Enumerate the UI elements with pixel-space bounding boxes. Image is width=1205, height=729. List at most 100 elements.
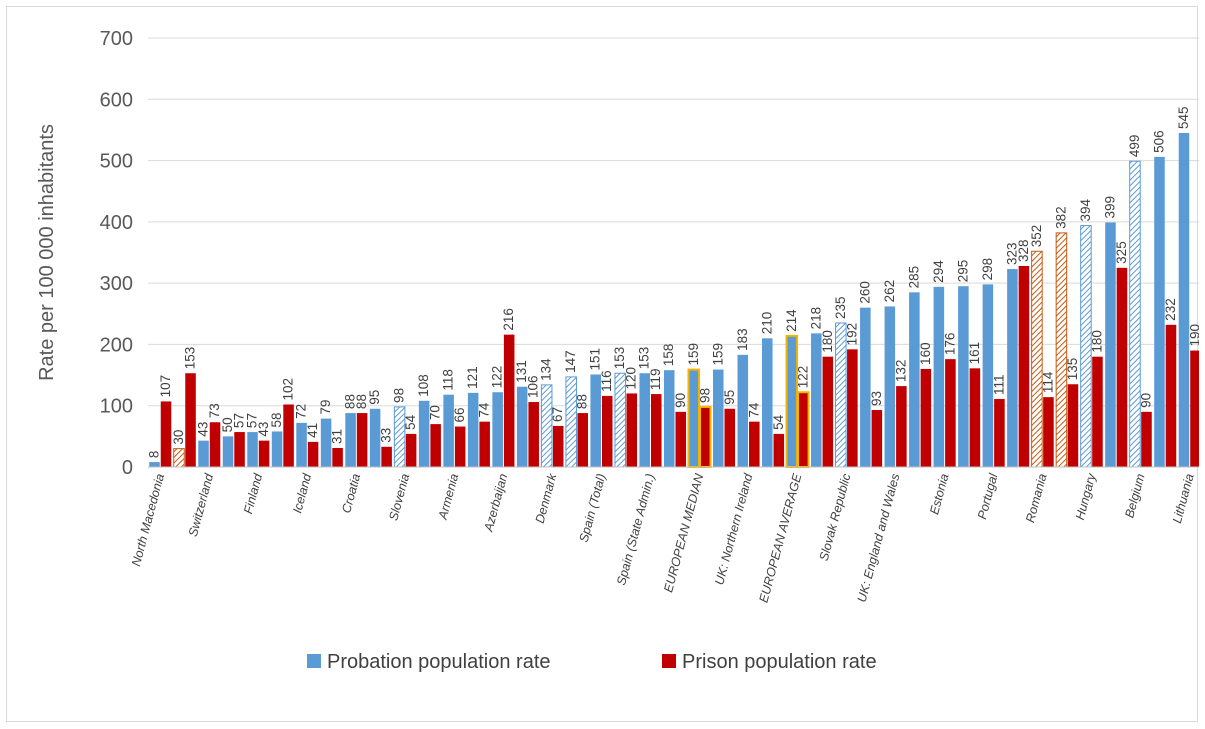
x-category-label: Lithuania [1170, 472, 1197, 525]
prison-bar [1043, 397, 1054, 467]
probation-data-label: 72 [294, 404, 309, 419]
probation-data-label: 131 [514, 360, 529, 383]
prison-data-label: 54 [403, 414, 418, 430]
prison-bar [797, 391, 810, 468]
probation-data-label: 98 [392, 388, 407, 403]
prison-bar [969, 368, 981, 467]
prison-data-label: 57 [232, 413, 247, 428]
prison-data-label: 66 [452, 408, 467, 423]
prison-bar [994, 398, 1005, 467]
x-category-label: Estonia [927, 472, 951, 516]
probation-data-label: 134 [539, 358, 554, 381]
legend-swatch-probation [307, 654, 321, 668]
prison-data-label: 216 [501, 308, 516, 331]
probation-data-label: 545 [1176, 106, 1191, 129]
prison-data-label: 54 [771, 414, 786, 430]
probation-bar [540, 384, 553, 468]
x-category-label: Denmark [533, 471, 560, 524]
y-tick-label: 500 [100, 151, 133, 173]
x-category-label: EUROPEAN AVERAGE [757, 472, 805, 605]
prison-bar [749, 421, 760, 467]
prison-data-label: 98 [697, 388, 712, 403]
probation-bar [418, 400, 430, 467]
probation-data-label: 352 [1029, 225, 1044, 248]
probation-bar [663, 370, 675, 467]
prison-bar [479, 421, 490, 467]
probation-data-label: 214 [784, 309, 799, 332]
prison-data-label: 111 [991, 374, 1006, 395]
prison-bar [920, 368, 932, 467]
x-category-label: Armenia [435, 472, 461, 522]
probation-data-label: 88 [343, 394, 358, 409]
prison-bar [601, 395, 613, 467]
x-category-label: EUROPEAN MEDIAN [661, 471, 706, 594]
prison-data-label: 43 [256, 422, 271, 437]
prison-bar [896, 386, 907, 467]
prison-data-label: 74 [746, 402, 761, 418]
y-tick-label: 600 [100, 89, 133, 111]
prison-data-label: 120 [624, 367, 639, 390]
probation-bar [173, 448, 185, 468]
x-category-label: Slovak Republic [817, 471, 854, 562]
prison-bar [454, 426, 466, 467]
probation-data-label: 260 [857, 281, 872, 304]
y-tick-label: 100 [100, 396, 133, 418]
probation-bar [198, 440, 209, 467]
probation-data-label: 58 [269, 412, 284, 427]
x-category-label: Azerbaijan [481, 472, 510, 534]
prison-data-label: 192 [844, 323, 859, 346]
probation-data-label: 158 [661, 344, 676, 367]
probation-data-label: 121 [465, 366, 480, 389]
prison-data-label: 95 [722, 390, 737, 405]
prison-bar [332, 448, 343, 467]
probation-bar [982, 284, 994, 467]
prison-bar [234, 432, 245, 467]
x-category-label: Spain (State Admin.) [614, 472, 657, 587]
probation-data-label: 506 [1151, 130, 1166, 153]
probation-bar [590, 374, 601, 467]
legend-label-prison: Prison population rate [682, 651, 877, 673]
y-tick-label: 700 [100, 28, 133, 50]
prison-data-label: 88 [354, 394, 369, 409]
probation-data-label: 30 [171, 430, 186, 445]
probation-bar [737, 354, 749, 467]
probation-bar [222, 436, 234, 467]
probation-data-label: 235 [833, 296, 848, 319]
x-category-label: North Macedonia [129, 472, 167, 568]
prison-data-label: 135 [1065, 358, 1080, 381]
prison-data-label: 122 [795, 366, 810, 389]
prison-data-label: 119 [648, 369, 663, 391]
probation-bar [860, 307, 871, 467]
prison-bar [1018, 265, 1030, 467]
probation-bar [687, 368, 701, 469]
chart-frame: 0 100 200 300 400 500 600 700 Rate per 100 000 i… [6, 6, 1199, 722]
prison-bar [1092, 356, 1103, 467]
probation-data-label: 295 [955, 260, 970, 283]
x-category-label: UK: England and Wales [855, 472, 903, 604]
prison-bar [503, 334, 515, 467]
prison-data-label: 106 [526, 376, 541, 399]
prison-bar [528, 402, 539, 467]
prison-data-label: 328 [1016, 239, 1031, 262]
x-category-label: Croatia [339, 472, 363, 515]
y-tick-label: 400 [100, 212, 133, 234]
prison-data-label: 180 [820, 330, 835, 353]
probation-data-label: 218 [808, 307, 823, 330]
probation-bar [1031, 250, 1043, 468]
prison-bar [185, 373, 196, 467]
prison-data-label: 161 [967, 342, 982, 365]
probation-bar [909, 292, 920, 467]
prison-data-label: 176 [942, 333, 957, 356]
y-tick-label: 0 [122, 457, 133, 479]
probation-data-label: 79 [318, 400, 333, 415]
probation-bar [1154, 156, 1165, 467]
prison-data-label: 102 [281, 378, 296, 401]
prison-bar [724, 408, 736, 467]
prison-bar [283, 404, 294, 467]
prison-bar [307, 441, 319, 467]
prison-data-label: 107 [158, 375, 173, 398]
probation-data-label: 50 [220, 417, 235, 432]
probation-data-label: 8 [146, 451, 161, 459]
x-category-label: Romania [1023, 472, 1049, 524]
prison-bar [773, 433, 785, 467]
